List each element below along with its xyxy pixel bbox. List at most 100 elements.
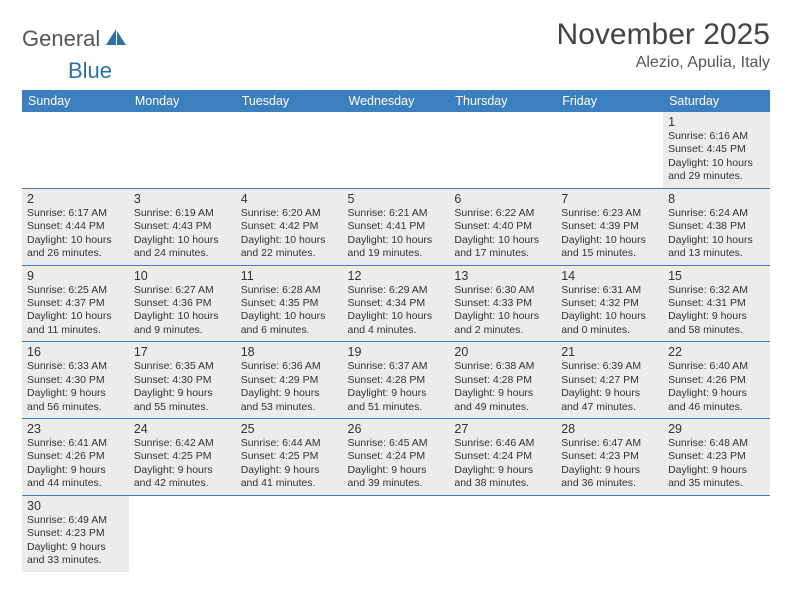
sunrise-text: Sunrise: 6:36 AM xyxy=(241,360,338,373)
calendar-cell: 25Sunrise: 6:44 AMSunset: 4:25 PMDayligh… xyxy=(236,419,343,496)
weekday-header: Tuesday xyxy=(236,90,343,112)
day-info: Sunrise: 6:21 AMSunset: 4:41 PMDaylight:… xyxy=(348,207,445,261)
daylight-text: Daylight: 10 hours and 6 minutes. xyxy=(241,310,338,337)
calendar-cell xyxy=(449,112,556,188)
logo-text-general: General xyxy=(22,26,100,52)
daylight-text: Daylight: 9 hours and 55 minutes. xyxy=(134,387,231,414)
day-info: Sunrise: 6:33 AMSunset: 4:30 PMDaylight:… xyxy=(27,360,124,414)
sunrise-text: Sunrise: 6:24 AM xyxy=(668,207,765,220)
calendar-cell: 14Sunrise: 6:31 AMSunset: 4:32 PMDayligh… xyxy=(556,265,663,342)
calendar-table: Sunday Monday Tuesday Wednesday Thursday… xyxy=(22,90,770,572)
sunrise-text: Sunrise: 6:39 AM xyxy=(561,360,658,373)
sunset-text: Sunset: 4:25 PM xyxy=(134,450,231,463)
calendar-cell: 12Sunrise: 6:29 AMSunset: 4:34 PMDayligh… xyxy=(343,265,450,342)
day-number: 12 xyxy=(348,269,445,283)
daylight-text: Daylight: 9 hours and 39 minutes. xyxy=(348,464,445,491)
day-info: Sunrise: 6:44 AMSunset: 4:25 PMDaylight:… xyxy=(241,437,338,491)
weekday-header: Monday xyxy=(129,90,236,112)
weekday-header: Friday xyxy=(556,90,663,112)
sunset-text: Sunset: 4:40 PM xyxy=(454,220,551,233)
day-number: 17 xyxy=(134,345,231,359)
day-info: Sunrise: 6:20 AMSunset: 4:42 PMDaylight:… xyxy=(241,207,338,261)
daylight-text: Daylight: 9 hours and 33 minutes. xyxy=(27,541,124,568)
day-number: 26 xyxy=(348,422,445,436)
sunrise-text: Sunrise: 6:16 AM xyxy=(668,130,765,143)
day-number: 23 xyxy=(27,422,124,436)
daylight-text: Daylight: 10 hours and 13 minutes. xyxy=(668,234,765,261)
daylight-text: Daylight: 10 hours and 15 minutes. xyxy=(561,234,658,261)
day-info: Sunrise: 6:16 AMSunset: 4:45 PMDaylight:… xyxy=(668,130,765,184)
calendar-week-row: 1Sunrise: 6:16 AMSunset: 4:45 PMDaylight… xyxy=(22,112,770,188)
calendar-cell xyxy=(22,112,129,188)
calendar-cell: 20Sunrise: 6:38 AMSunset: 4:28 PMDayligh… xyxy=(449,342,556,419)
sunrise-text: Sunrise: 6:30 AM xyxy=(454,284,551,297)
day-info: Sunrise: 6:30 AMSunset: 4:33 PMDaylight:… xyxy=(454,284,551,338)
day-info: Sunrise: 6:36 AMSunset: 4:29 PMDaylight:… xyxy=(241,360,338,414)
day-number: 9 xyxy=(27,269,124,283)
day-number: 19 xyxy=(348,345,445,359)
day-info: Sunrise: 6:37 AMSunset: 4:28 PMDaylight:… xyxy=(348,360,445,414)
sunrise-text: Sunrise: 6:29 AM xyxy=(348,284,445,297)
daylight-text: Daylight: 9 hours and 35 minutes. xyxy=(668,464,765,491)
sunset-text: Sunset: 4:31 PM xyxy=(668,297,765,310)
day-info: Sunrise: 6:23 AMSunset: 4:39 PMDaylight:… xyxy=(561,207,658,261)
calendar-cell: 15Sunrise: 6:32 AMSunset: 4:31 PMDayligh… xyxy=(663,265,770,342)
day-number: 22 xyxy=(668,345,765,359)
day-number: 28 xyxy=(561,422,658,436)
daylight-text: Daylight: 10 hours and 4 minutes. xyxy=(348,310,445,337)
day-info: Sunrise: 6:17 AMSunset: 4:44 PMDaylight:… xyxy=(27,207,124,261)
day-info: Sunrise: 6:28 AMSunset: 4:35 PMDaylight:… xyxy=(241,284,338,338)
daylight-text: Daylight: 9 hours and 41 minutes. xyxy=(241,464,338,491)
sunrise-text: Sunrise: 6:44 AM xyxy=(241,437,338,450)
day-info: Sunrise: 6:49 AMSunset: 4:23 PMDaylight:… xyxy=(27,514,124,568)
sunrise-text: Sunrise: 6:22 AM xyxy=(454,207,551,220)
calendar-cell: 28Sunrise: 6:47 AMSunset: 4:23 PMDayligh… xyxy=(556,419,663,496)
calendar-week-row: 2Sunrise: 6:17 AMSunset: 4:44 PMDaylight… xyxy=(22,188,770,265)
daylight-text: Daylight: 9 hours and 58 minutes. xyxy=(668,310,765,337)
sunrise-text: Sunrise: 6:17 AM xyxy=(27,207,124,220)
sunset-text: Sunset: 4:27 PM xyxy=(561,374,658,387)
day-info: Sunrise: 6:40 AMSunset: 4:26 PMDaylight:… xyxy=(668,360,765,414)
calendar-cell: 6Sunrise: 6:22 AMSunset: 4:40 PMDaylight… xyxy=(449,188,556,265)
sunrise-text: Sunrise: 6:38 AM xyxy=(454,360,551,373)
sunset-text: Sunset: 4:45 PM xyxy=(668,143,765,156)
sunrise-text: Sunrise: 6:28 AM xyxy=(241,284,338,297)
weekday-header: Wednesday xyxy=(343,90,450,112)
calendar-cell: 24Sunrise: 6:42 AMSunset: 4:25 PMDayligh… xyxy=(129,419,236,496)
day-info: Sunrise: 6:45 AMSunset: 4:24 PMDaylight:… xyxy=(348,437,445,491)
day-number: 18 xyxy=(241,345,338,359)
sunset-text: Sunset: 4:36 PM xyxy=(134,297,231,310)
calendar-week-row: 30Sunrise: 6:49 AMSunset: 4:23 PMDayligh… xyxy=(22,495,770,571)
day-number: 7 xyxy=(561,192,658,206)
day-info: Sunrise: 6:19 AMSunset: 4:43 PMDaylight:… xyxy=(134,207,231,261)
daylight-text: Daylight: 9 hours and 44 minutes. xyxy=(27,464,124,491)
calendar-cell: 7Sunrise: 6:23 AMSunset: 4:39 PMDaylight… xyxy=(556,188,663,265)
sunset-text: Sunset: 4:33 PM xyxy=(454,297,551,310)
daylight-text: Daylight: 9 hours and 42 minutes. xyxy=(134,464,231,491)
day-number: 3 xyxy=(134,192,231,206)
sunset-text: Sunset: 4:23 PM xyxy=(561,450,658,463)
sunrise-text: Sunrise: 6:47 AM xyxy=(561,437,658,450)
day-info: Sunrise: 6:29 AMSunset: 4:34 PMDaylight:… xyxy=(348,284,445,338)
calendar-cell: 4Sunrise: 6:20 AMSunset: 4:42 PMDaylight… xyxy=(236,188,343,265)
sunset-text: Sunset: 4:34 PM xyxy=(348,297,445,310)
calendar-cell: 3Sunrise: 6:19 AMSunset: 4:43 PMDaylight… xyxy=(129,188,236,265)
sunrise-text: Sunrise: 6:40 AM xyxy=(668,360,765,373)
calendar-cell: 22Sunrise: 6:40 AMSunset: 4:26 PMDayligh… xyxy=(663,342,770,419)
logo-text-blue: Blue xyxy=(68,58,792,84)
calendar-cell: 27Sunrise: 6:46 AMSunset: 4:24 PMDayligh… xyxy=(449,419,556,496)
sunrise-text: Sunrise: 6:49 AM xyxy=(27,514,124,527)
weekday-header-row: Sunday Monday Tuesday Wednesday Thursday… xyxy=(22,90,770,112)
sunrise-text: Sunrise: 6:48 AM xyxy=(668,437,765,450)
sunrise-text: Sunrise: 6:21 AM xyxy=(348,207,445,220)
daylight-text: Daylight: 9 hours and 36 minutes. xyxy=(561,464,658,491)
calendar-cell: 21Sunrise: 6:39 AMSunset: 4:27 PMDayligh… xyxy=(556,342,663,419)
sunset-text: Sunset: 4:41 PM xyxy=(348,220,445,233)
sunset-text: Sunset: 4:29 PM xyxy=(241,374,338,387)
day-info: Sunrise: 6:35 AMSunset: 4:30 PMDaylight:… xyxy=(134,360,231,414)
sunset-text: Sunset: 4:32 PM xyxy=(561,297,658,310)
day-number: 16 xyxy=(27,345,124,359)
day-number: 10 xyxy=(134,269,231,283)
calendar-cell: 18Sunrise: 6:36 AMSunset: 4:29 PMDayligh… xyxy=(236,342,343,419)
sunset-text: Sunset: 4:38 PM xyxy=(668,220,765,233)
